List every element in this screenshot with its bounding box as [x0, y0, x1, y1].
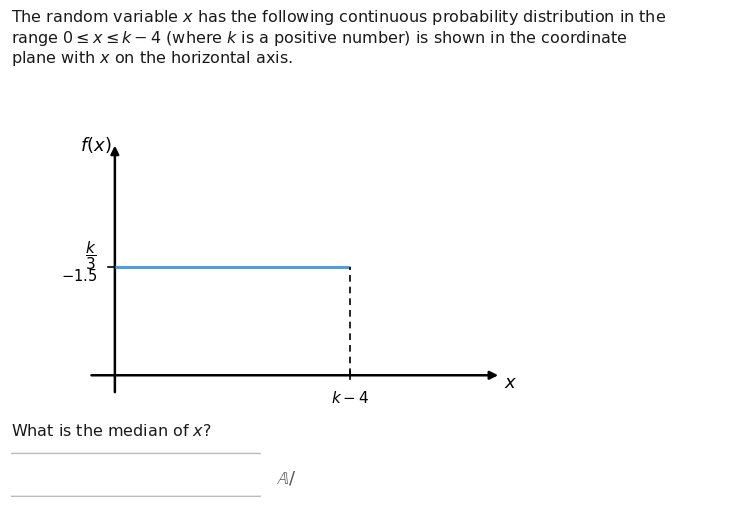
Text: $f(x)$: $f(x)$	[79, 135, 111, 155]
Text: What is the median of $x$?: What is the median of $x$?	[11, 423, 212, 439]
Text: The random variable $x$ has the following continuous probability distribution in: The random variable $x$ has the followin…	[11, 8, 667, 27]
Text: $- 1.5$: $- 1.5$	[60, 268, 97, 284]
Text: $\mathbb{A}/$: $\mathbb{A}/$	[276, 470, 296, 487]
Text: $\dfrac{k}{3}$: $\dfrac{k}{3}$	[85, 240, 97, 272]
Text: range $0 \leq x \leq k - 4$ (where $k$ is a positive number) is shown in the coo: range $0 \leq x \leq k - 4$ (where $k$ i…	[11, 29, 627, 48]
Text: plane with $x$ on the horizontal axis.: plane with $x$ on the horizontal axis.	[11, 49, 293, 69]
Text: $k - 4$: $k - 4$	[331, 390, 370, 406]
FancyBboxPatch shape	[4, 454, 266, 496]
Text: $x$: $x$	[504, 374, 517, 392]
